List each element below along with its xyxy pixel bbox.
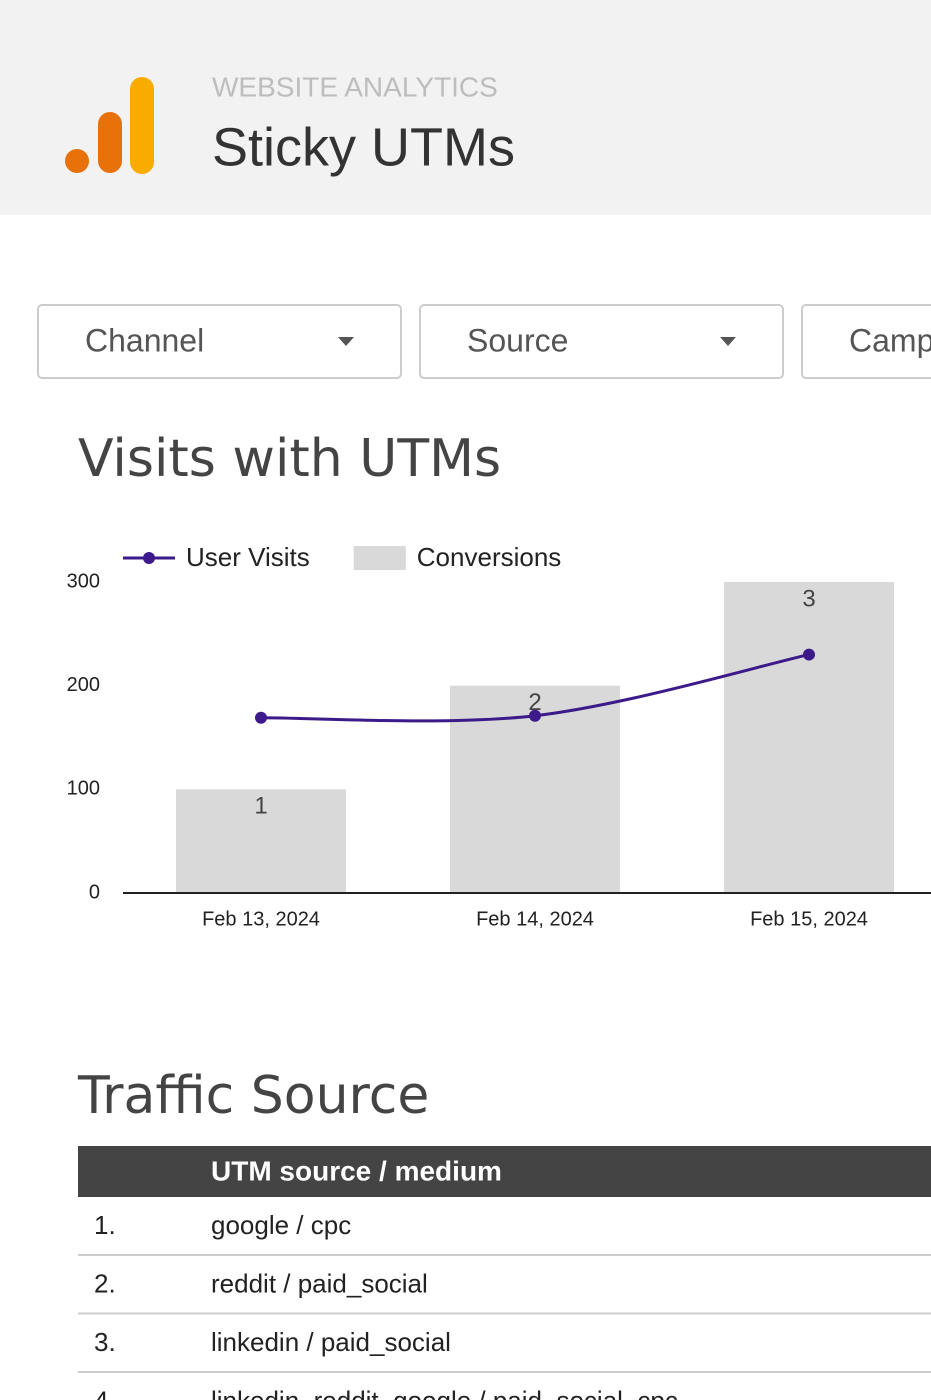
line-point	[529, 709, 541, 722]
row-source: linkedin, reddit, google / paid_social, …	[211, 1385, 678, 1400]
row-index: 3.	[94, 1327, 116, 1357]
row-index: 1.	[94, 1210, 116, 1240]
y-tick-label: 100	[67, 778, 100, 800]
legend-label: Conversions	[417, 542, 562, 572]
row-index: 2.	[94, 1268, 116, 1298]
filter-dropdown[interactable]: Campaign	[801, 304, 931, 379]
x-tick-label: Feb 14, 2024	[476, 908, 594, 930]
filter-label: Channel	[85, 322, 204, 358]
y-tick-label: 200	[67, 674, 100, 696]
legend-label: User Visits	[186, 542, 310, 572]
filter-label: Source	[467, 322, 568, 358]
table-column-header: UTM source / medium	[211, 1155, 502, 1186]
y-tick-label: 0	[89, 881, 100, 903]
filter-dropdown[interactable]: Source	[419, 304, 784, 379]
bar	[176, 789, 346, 893]
filter-box	[419, 304, 784, 379]
bar	[724, 582, 894, 893]
header-bg	[0, 0, 931, 215]
line-point	[803, 648, 815, 661]
bar-value-label: 3	[802, 585, 815, 612]
dropdown-arrow	[338, 337, 354, 346]
bar-value-label: 1	[254, 793, 267, 820]
filter-box	[37, 304, 402, 379]
bar-value-label: 2	[528, 689, 541, 716]
table-title: Traffic Source	[77, 1066, 429, 1126]
row-index: 4.	[94, 1385, 116, 1400]
line-point	[255, 711, 267, 724]
table-header-bg	[78, 1146, 931, 1197]
logo	[65, 77, 154, 174]
row-source: linkedin / paid_social	[211, 1327, 451, 1357]
header-subtitle: WEBSITE ANALYTICS	[212, 71, 498, 102]
dropdown-arrow	[720, 337, 736, 346]
row-source: reddit / paid_social	[211, 1268, 428, 1298]
x-tick-label: Feb 13, 2024	[202, 908, 320, 930]
filter-dropdown[interactable]: Channel	[37, 304, 402, 379]
y-tick-label: 300	[67, 570, 100, 592]
row-source: google / cpc	[211, 1210, 351, 1240]
x-tick-label: Feb 15, 2024	[750, 908, 868, 930]
header-title: Sticky UTMs	[212, 117, 515, 177]
filter-box	[801, 304, 931, 379]
chart-title: Visits with UTMs	[78, 429, 501, 489]
filter-label: Campaign	[849, 322, 931, 358]
legend-dot	[143, 552, 155, 564]
legend-swatch	[353, 546, 406, 570]
